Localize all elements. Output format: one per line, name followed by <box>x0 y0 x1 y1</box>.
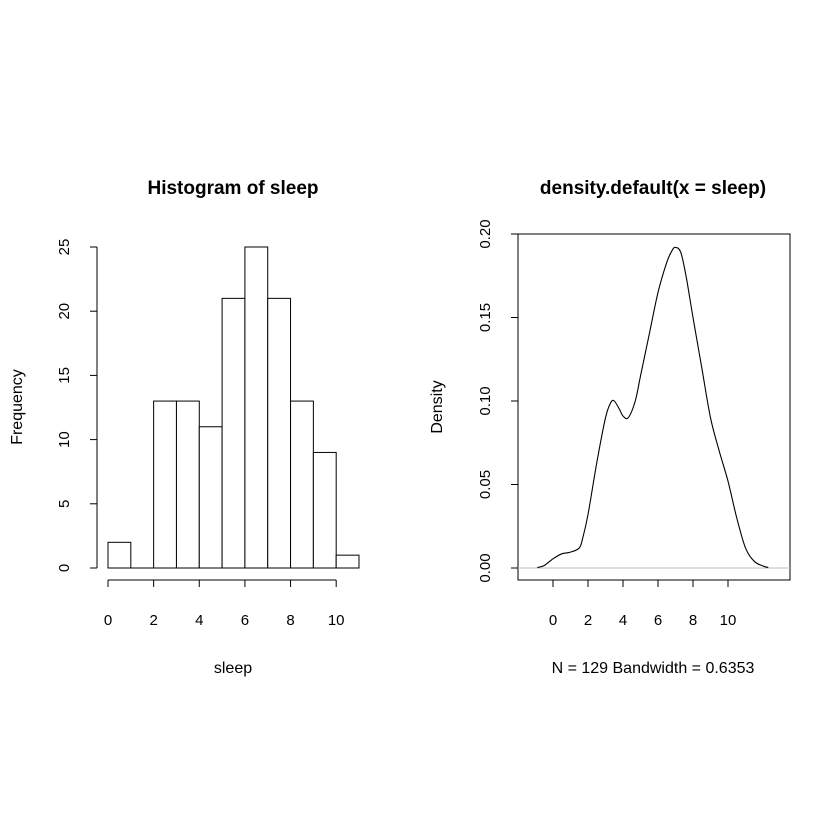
histogram-y-tick-label: 10 <box>56 431 73 448</box>
histogram-bar <box>153 400 177 569</box>
histogram-x-tick-label: 8 <box>286 612 294 629</box>
histogram-y-tick-label: 25 <box>56 239 73 256</box>
histogram-bar <box>244 246 269 569</box>
histogram-bar <box>175 400 200 569</box>
density-panel: density.default(x = sleep) N = 129 Bandw… <box>429 178 791 677</box>
histogram-x-axis: 0 2 4 6 8 10 <box>104 579 345 629</box>
histogram-y-tick-label: 15 <box>56 367 73 384</box>
histogram-bar <box>107 541 132 569</box>
density-curve <box>537 246 769 569</box>
density-y-axis: 0.00 0.05 0.10 0.15 0.20 <box>477 219 518 583</box>
histogram-bar <box>198 426 223 569</box>
density-x-tick-label: 6 <box>654 612 662 629</box>
histogram-x-tick-label: 2 <box>149 612 157 629</box>
histogram-x-tick-label: 10 <box>328 612 345 629</box>
histogram-bars <box>107 246 360 569</box>
histogram-bar <box>290 400 314 569</box>
histogram-bar <box>335 554 360 569</box>
density-y-tick-label: 0.20 <box>477 219 494 248</box>
density-x-tick-label: 2 <box>584 612 592 629</box>
density-x-tick-label: 10 <box>720 612 737 629</box>
density-ylabel: Density <box>429 380 446 433</box>
density-title: density.default(x = sleep) <box>540 178 766 199</box>
histogram-xlabel: sleep <box>214 660 252 677</box>
histogram-ylabel: Frequency <box>9 369 26 445</box>
histogram-panel: Histogram of sleep sleep Frequency 0 2 4 6 8… <box>9 178 360 677</box>
histogram-y-tick-label: 0 <box>56 564 73 572</box>
density-y-tick-label: 0.00 <box>477 553 494 582</box>
density-y-tick-label: 0.10 <box>477 386 494 415</box>
histogram-title: Histogram of sleep <box>147 178 318 199</box>
density-plot-box <box>517 233 791 581</box>
histogram-bar <box>312 451 337 569</box>
histogram-bar <box>221 297 246 569</box>
density-x-axis: 0 2 4 6 8 10 <box>549 580 737 629</box>
histogram-x-tick-label: 4 <box>195 612 203 629</box>
histogram-bar <box>267 297 292 569</box>
density-x-tick-label: 0 <box>549 612 557 629</box>
histogram-y-axis: 0 5 10 15 20 25 <box>56 239 98 572</box>
density-xlabel: N = 129 Bandwidth = 0.6353 <box>552 660 755 677</box>
histogram-x-tick-label: 0 <box>104 612 112 629</box>
histogram-x-tick-label: 6 <box>241 612 249 629</box>
density-y-tick-label: 0.05 <box>477 470 494 499</box>
density-x-tick-label: 8 <box>689 612 697 629</box>
histogram-y-tick-label: 20 <box>56 303 73 320</box>
histogram-y-tick-label: 5 <box>56 500 73 508</box>
density-x-tick-label: 4 <box>619 612 627 629</box>
density-y-tick-label: 0.15 <box>477 303 494 332</box>
